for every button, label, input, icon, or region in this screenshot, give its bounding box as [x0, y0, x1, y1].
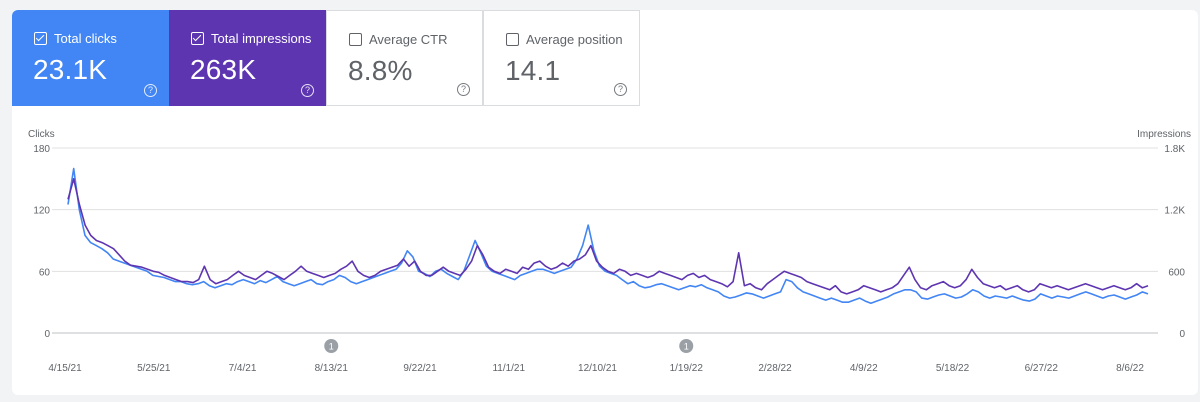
x-tick-label: 7/4/21 [229, 363, 257, 374]
x-tick-label: 4/9/22 [850, 363, 878, 374]
series-line-impressions [67, 178, 1149, 295]
metric-tile-average-ctr[interactable]: Average CTR 8.8% ? [326, 10, 483, 106]
x-tick-label: 8/6/22 [1116, 363, 1144, 374]
checkbox-icon[interactable] [506, 33, 519, 46]
metric-label: Average position [526, 32, 623, 47]
y-tick-label-left: 60 [39, 267, 51, 278]
x-tick-label: 2/28/22 [758, 363, 792, 374]
x-tick-label: 12/10/21 [578, 363, 617, 374]
y-tick-label-left: 180 [33, 144, 50, 155]
x-tick-label: 1/19/22 [670, 363, 704, 374]
x-tick-label: 9/22/21 [403, 363, 437, 374]
grid-lines [52, 147, 1158, 334]
x-tick-label: 6/27/22 [1025, 363, 1059, 374]
y-tick-label-left: 120 [33, 206, 50, 217]
series-line-clicks [67, 167, 1149, 305]
y-tick-label-right: 1.8K [1164, 144, 1185, 155]
x-tick-label: 4/15/21 [48, 363, 82, 374]
annotation-circle [324, 339, 339, 353]
y-tick-label-right: 1.2K [1164, 206, 1185, 217]
checkbox-icon[interactable] [349, 33, 362, 46]
help-icon[interactable]: ? [614, 83, 627, 96]
metric-tile-total-clicks[interactable]: Total clicks 23.1K ? [12, 10, 169, 106]
metric-value: 23.1K [33, 54, 108, 85]
metric-value: 8.8% [348, 55, 413, 86]
x-tick-label: 5/25/21 [137, 363, 171, 374]
checkbox-icon[interactable] [191, 32, 204, 45]
metric-tiles: Total clicks 23.1K ? Total impressions 2… [12, 10, 640, 106]
x-tick-label: 5/18/22 [936, 363, 970, 374]
metric-value: 14.1 [505, 55, 561, 86]
help-icon[interactable]: ? [457, 83, 470, 96]
annotation-marker: 1 [679, 339, 694, 353]
annotation-circle [679, 339, 694, 353]
metric-label: Total clicks [54, 31, 117, 46]
y-tick-label-left: 0 [44, 329, 50, 340]
axis-labels: Clicks Impressions 180 1.8K 120 1.2K 60 600 0 0 4/… [28, 129, 1191, 374]
x-tick-label: 8/13/21 [315, 363, 349, 374]
metric-label: Total impressions [211, 31, 312, 46]
help-icon[interactable]: ? [144, 84, 157, 97]
annotation-marker: 1 [324, 339, 339, 353]
annotation-label: 1 [684, 342, 689, 352]
series-lines [67, 167, 1149, 305]
annotation-label: 1 [329, 342, 334, 352]
checkbox-icon[interactable] [34, 32, 47, 45]
x-tick-label: 11/1/21 [492, 363, 525, 374]
performance-card: Total clicks 23.1K ? Total impressions 2… [12, 10, 1198, 395]
y-axis-title-left: Clicks [28, 129, 55, 140]
performance-chart: Clicks Impressions 180 1.8K 120 1.2K 60 600 0 0 4/… [28, 129, 1191, 374]
metric-tile-total-impressions[interactable]: Total impressions 263K ? [169, 10, 326, 106]
y-tick-label-right: 600 [1168, 267, 1185, 278]
metric-label: Average CTR [369, 32, 448, 47]
y-tick-label-right: 0 [1179, 329, 1185, 340]
metric-value: 263K [190, 54, 257, 85]
y-axis-title-right: Impressions [1137, 129, 1191, 140]
metric-tile-average-position[interactable]: Average position 14.1 ? [483, 10, 640, 106]
help-icon[interactable]: ? [301, 84, 314, 97]
